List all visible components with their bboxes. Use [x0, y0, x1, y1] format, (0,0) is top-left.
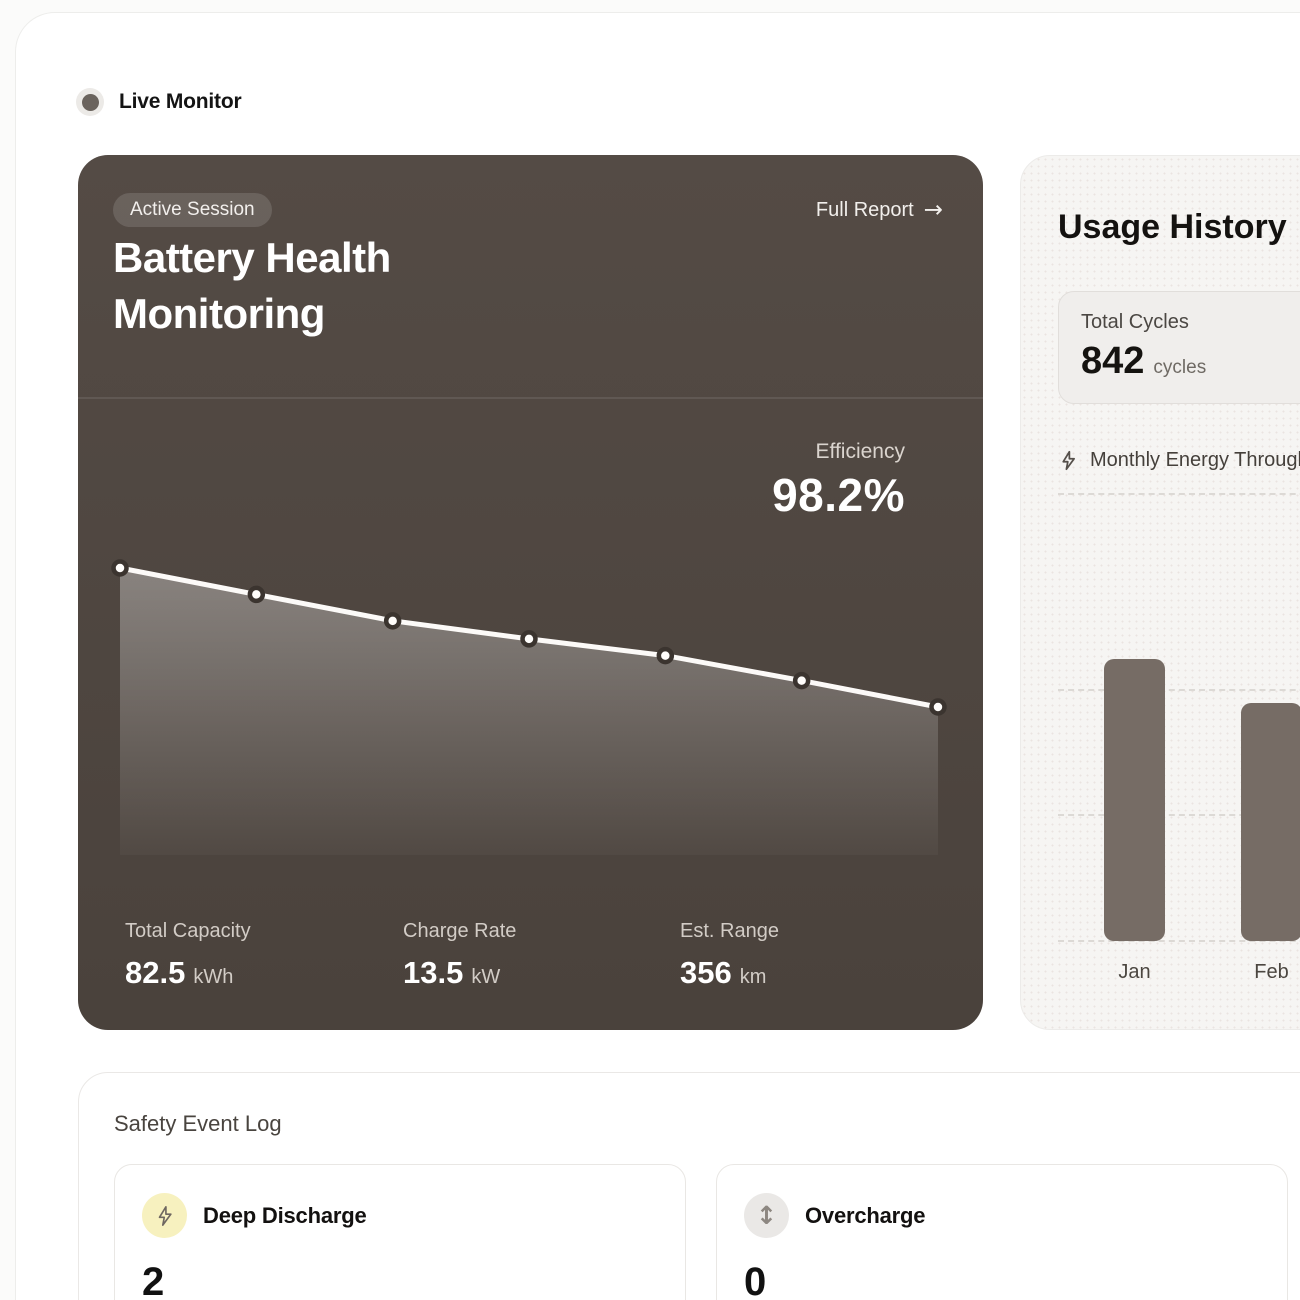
total-cycles-unit: cycles: [1153, 357, 1207, 378]
stat-total-capacity: Total Capacity 82.5 kWh: [125, 920, 403, 991]
live-status-dot: [81, 93, 99, 111]
monthly-throughput-label: Monthly Energy Throughput: [1090, 449, 1300, 471]
total-cycles-value: 842: [1081, 340, 1145, 382]
usage-history-card: Usage History Total Cycles 842 cycles Mon…: [1020, 155, 1300, 1030]
stat-label: Total Capacity: [125, 920, 251, 942]
total-cycles-box: Total Cycles 842 cycles: [1058, 291, 1300, 404]
stat-value: 356: [680, 955, 732, 990]
event-card-overcharge: ↕ Overcharge 0: [716, 1164, 1288, 1300]
stat-unit: kWh: [193, 966, 234, 988]
monthly-throughput-row: Monthly Energy Throughput: [1058, 449, 1300, 472]
separator-dashed: [1058, 493, 1300, 495]
divider: [78, 397, 983, 399]
usage-bar-chart: Jan Feb: [1021, 156, 1300, 1029]
card-title-line1: Battery Health: [113, 234, 391, 281]
bar-jan: [1104, 659, 1165, 941]
full-report-label: Full Report: [815, 198, 914, 221]
battery-health-card: Active Session Full Report → Battery Hea…: [78, 155, 983, 1030]
bolt-icon: [1062, 450, 1075, 471]
stat-value: 82.5: [125, 955, 186, 990]
gridline: [1058, 689, 1300, 691]
card-title: Battery Health Monitoring: [113, 230, 391, 342]
event-head: ↕ Overcharge: [744, 1193, 925, 1238]
efficiency-value: 98.2%: [772, 469, 905, 521]
stat-unit: km: [739, 966, 767, 988]
data-point: [792, 671, 811, 690]
event-label: Deep Discharge: [203, 1202, 367, 1228]
live-monitor-label: Live Monitor: [119, 90, 242, 113]
event-card-deep-discharge: Deep Discharge 2: [114, 1164, 686, 1300]
stat-est-range: Est. Range 356 km: [680, 920, 955, 991]
battery-stats-row: Total Capacity 82.5 kWh Charge Rate 13.5 k…: [125, 920, 955, 991]
live-monitor: Live Monitor: [76, 88, 242, 116]
full-report-link[interactable]: Full Report →: [816, 197, 943, 223]
gridline: [1058, 814, 1300, 816]
live-status-icon: [76, 88, 104, 116]
bar-feb: [1241, 703, 1300, 941]
up-down-arrow-icon: ↕: [744, 1193, 789, 1238]
stat-unit: kW: [471, 966, 501, 988]
battery-trend-chart: [111, 559, 947, 855]
arrow-right-icon: →: [923, 197, 943, 223]
bar-label-jan: Jan: [1118, 961, 1151, 983]
gridline-baseline: [1058, 940, 1300, 942]
data-point: [929, 698, 947, 716]
efficiency-label: Efficiency: [815, 440, 906, 463]
data-point: [383, 612, 402, 630]
up-down-arrow-glyph: ↕: [756, 1201, 777, 1230]
bar-label-feb: Feb: [1254, 961, 1289, 983]
usage-history-title: Usage History: [1058, 208, 1287, 246]
active-session-badge: Active Session: [113, 193, 272, 227]
stat-value: 13.5: [403, 955, 464, 990]
event-label: Overcharge: [805, 1202, 926, 1228]
data-point: [520, 630, 538, 648]
data-point: [111, 559, 129, 577]
event-count: 0: [744, 1260, 767, 1300]
data-point: [247, 585, 266, 604]
event-count: 2: [142, 1260, 165, 1300]
card-title-line2: Monitoring: [113, 290, 325, 337]
safety-event-log-panel: Safety Event Log Deep Discharge 2 ↕ Over…: [78, 1072, 1300, 1300]
stat-label: Charge Rate: [403, 920, 517, 942]
efficiency-readout: Efficiency 98.2%: [772, 440, 905, 522]
total-cycles-label: Total Cycles: [1081, 311, 1189, 333]
event-head: Deep Discharge: [142, 1193, 367, 1238]
bolt-icon: [142, 1193, 187, 1238]
stat-label: Est. Range: [680, 920, 779, 942]
stat-charge-rate: Charge Rate 13.5 kW: [403, 920, 680, 991]
safety-event-log-title: Safety Event Log: [114, 1111, 282, 1136]
data-point: [656, 646, 675, 665]
